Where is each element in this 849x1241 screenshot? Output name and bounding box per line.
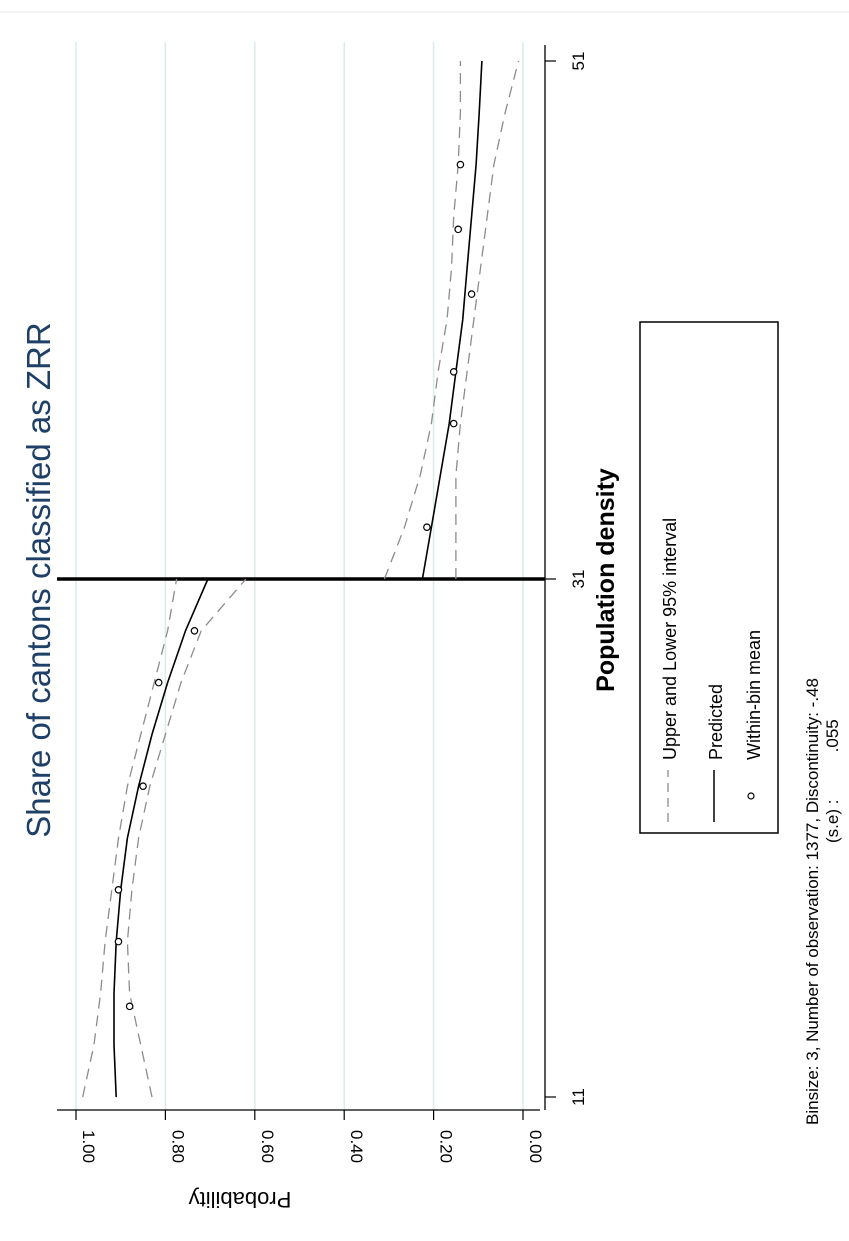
y-tick-label: 1.00 [79,1130,98,1163]
footnote-line-2: (s.e) : .055 [823,719,842,843]
bin-mean-point [454,225,462,234]
series-line-predicted-left [113,578,209,1098]
x-tick-label: 51 [569,52,588,71]
bin-mean-point [139,782,147,791]
bin-mean-point [423,523,431,532]
axes: 0.00 0.20 0.40 0.60 0.80 1.00 11 31 51 [57,45,588,1163]
footnote-line-1: Binsize: 3, Number of observation: 1377,… [803,678,822,1125]
plot-series [57,60,545,1098]
y-tick-label: 0.80 [168,1130,187,1163]
y-axis-label: Probability [189,1187,292,1212]
bin-mean-point [114,885,123,894]
bin-mean-point [449,419,458,428]
bin-mean-point [449,367,458,376]
legend-swatch-bin-mean [747,792,755,800]
series-line-predicted-right [421,60,483,580]
series-line-lower-95-interval-right [455,60,520,579]
y-tick-label-group-0: 0.00 [526,1130,545,1163]
legend-label-bin-mean: Within-bin mean [744,630,764,760]
bin-mean-point [114,937,123,946]
bin-mean-markers [114,160,476,1011]
y-tick-label-group-5: 1.00 [79,1130,98,1163]
legend-label-predicted: Predicted [706,684,726,760]
x-axis-label: Population density [592,468,620,692]
x-tick-label-group-0: 11 [569,1088,588,1106]
y-tick-label: 0.40 [347,1130,366,1163]
legend-label-interval: Upper and Lower 95% interval [660,518,680,760]
bin-mean-point [456,160,465,169]
y-tick-label-group-1: 0.20 [437,1130,456,1163]
chart-title: Share of cantons classified as ZRR [20,322,57,837]
bin-mean-point [154,678,163,687]
y-tick-label-group-2: 0.40 [347,1130,366,1163]
x-tick-label: 11 [569,1088,588,1106]
bin-mean-point [190,626,199,635]
series-line-lower-95-interval-left [126,578,247,1098]
y-tick-label-group-3: 0.60 [258,1130,277,1163]
legend: Upper and Lower 95% interval Predicted W… [639,321,779,834]
legend-box [639,321,779,834]
series-line-upper-95-interval-left [82,578,178,1098]
y-tick-label: 0.20 [437,1130,456,1163]
bin-mean-point [125,1002,134,1011]
bin-mean-point [467,290,476,298]
y-tick-label-group-4: 0.80 [168,1130,187,1163]
gridlines [75,42,524,1110]
y-tick-label: 0.60 [258,1130,277,1163]
x-tick-label: 31 [569,570,588,589]
x-tick-label-group-1: 31 [569,570,588,589]
x-tick-label-group-2: 51 [569,52,588,71]
series-line-upper-95-interval-right [383,61,462,580]
y-tick-label: 0.00 [526,1130,545,1163]
